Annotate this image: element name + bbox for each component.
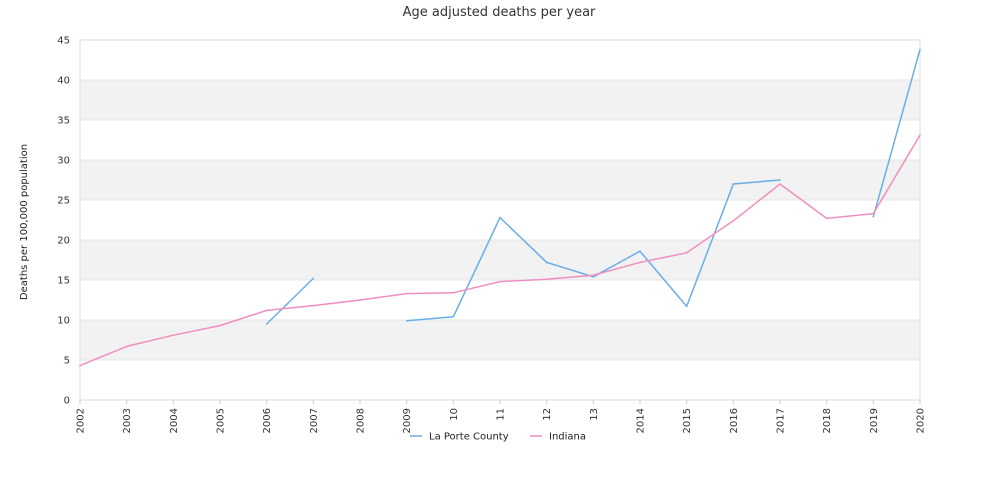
y-axis: 0 5 10 15 20 25 30 35 40 45	[57, 36, 70, 407]
data-point	[919, 134, 921, 136]
grid-band	[80, 80, 920, 120]
data-point	[499, 216, 501, 219]
data-point	[359, 299, 361, 301]
data-point	[312, 277, 315, 280]
grid-band	[80, 320, 920, 360]
x-tick-label: 2005	[216, 408, 227, 433]
data-point	[592, 276, 595, 278]
data-point	[265, 323, 268, 325]
data-point	[405, 320, 408, 322]
series-2	[79, 134, 921, 367]
y-tick-label: 0	[64, 396, 70, 407]
x-tick-label: 2006	[262, 408, 273, 433]
data-point	[732, 220, 735, 222]
x-tick-label: 13	[589, 408, 600, 421]
y-axis-label: Deaths per 100,000 population	[19, 144, 30, 300]
data-point	[685, 252, 688, 254]
x-tick-label: 2004	[169, 408, 180, 433]
y-tick-label: 5	[64, 356, 70, 367]
series-1	[265, 48, 921, 325]
x-tick-label: 2016	[729, 408, 740, 433]
data-point	[639, 250, 641, 252]
x-tick-label: 12	[542, 408, 553, 421]
data-point	[452, 316, 455, 318]
grid-bands	[80, 80, 920, 360]
y-tick-label: 20	[57, 236, 70, 247]
x-tick-label: 2003	[122, 408, 133, 433]
data-point	[125, 345, 128, 348]
x-tick-label: 2007	[309, 408, 320, 433]
data-point	[265, 309, 268, 312]
y-tick-label: 10	[57, 316, 70, 327]
x-axis: 2002 2003 2004 2005 2006 2007 2008 2009 10 11 12 13…	[76, 400, 927, 433]
data-point	[872, 212, 875, 215]
chart-title: Age adjusted deaths per year	[403, 5, 596, 20]
data-point	[219, 324, 221, 327]
x-tick-label: 10	[449, 408, 460, 421]
x-tick-label: 2015	[682, 408, 693, 433]
grid-band	[80, 240, 920, 280]
data-point	[405, 292, 408, 295]
data-point	[685, 305, 688, 308]
y-tick-label: 15	[57, 276, 70, 287]
x-tick-label: 2018	[822, 408, 833, 433]
legend-item: La Porte County	[410, 432, 509, 443]
legend-label: La Porte County	[429, 432, 509, 443]
data-point	[779, 183, 781, 185]
x-tick-label: 11	[496, 408, 507, 421]
series-lines	[79, 48, 921, 367]
y-tick-label: 40	[57, 76, 70, 87]
legend-label: Indiana	[549, 432, 586, 443]
x-tick-label: 2020	[916, 408, 927, 433]
data-point	[545, 278, 548, 281]
data-point	[732, 183, 735, 185]
data-point	[79, 364, 81, 367]
x-tick-label: 2019	[869, 408, 880, 433]
x-tick-label: 2014	[636, 408, 647, 433]
y-tick-label: 45	[57, 36, 70, 47]
y-tick-label: 35	[57, 116, 70, 127]
data-point	[172, 334, 175, 337]
data-point	[499, 280, 501, 283]
legend: La Porte County Indiana	[410, 432, 586, 443]
y-tick-label: 30	[57, 156, 70, 167]
y-tick-label: 25	[57, 196, 70, 207]
data-point	[779, 179, 781, 181]
x-tick-label: 2017	[776, 408, 787, 433]
data-point	[592, 274, 595, 277]
x-tick-label: 2002	[76, 408, 87, 433]
data-point	[872, 216, 875, 218]
x-tick-label: 2008	[356, 408, 367, 433]
data-point	[452, 292, 455, 294]
data-point	[312, 304, 315, 307]
legend-item: Indiana	[530, 432, 586, 443]
data-point	[919, 48, 921, 51]
data-point	[825, 217, 828, 220]
data-point	[545, 261, 548, 264]
data-point	[639, 261, 641, 264]
x-tick-label: 2009	[402, 408, 413, 433]
